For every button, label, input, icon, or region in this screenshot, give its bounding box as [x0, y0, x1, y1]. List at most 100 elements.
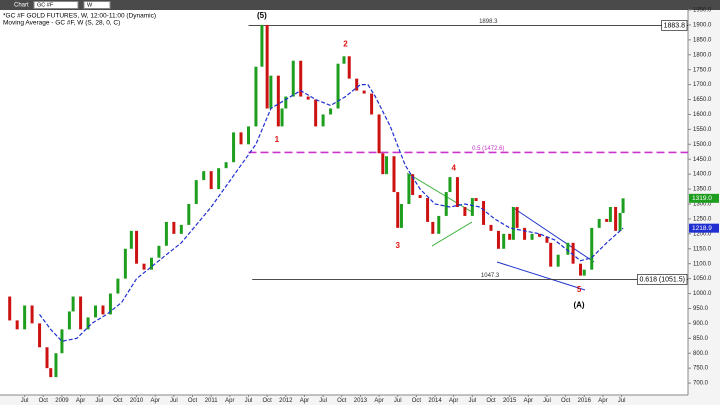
x-tick-label: Jul	[170, 398, 178, 404]
price-bar	[135, 230, 139, 264]
price-bar	[590, 227, 594, 270]
price-bar	[489, 224, 493, 231]
price-bar	[431, 221, 435, 234]
x-tick-label: Apr	[524, 398, 533, 404]
price-bar	[254, 66, 258, 127]
price-axis	[688, 10, 720, 405]
y-tick-label: 1800.0	[693, 52, 712, 58]
x-tick-label: Oct	[412, 398, 422, 404]
level-label: 0.5 (1472.6)	[472, 146, 504, 152]
price-bar	[579, 263, 583, 276]
price-bar	[347, 56, 351, 79]
x-tick-label: Jul	[394, 398, 402, 404]
x-tick-label: Apr	[151, 398, 160, 404]
price-bar	[129, 230, 133, 249]
price-bar	[377, 114, 381, 154]
x-tick-label: 2009	[55, 398, 69, 404]
price-bar	[362, 90, 366, 94]
x-tick-label: Oct	[337, 398, 347, 404]
price-bar	[545, 236, 549, 243]
price-bar	[291, 60, 295, 97]
price-bar	[45, 347, 49, 369]
price-bar	[217, 168, 221, 190]
y-tick-label: 1750.0	[693, 67, 712, 73]
wave-label: (5)	[257, 11, 267, 20]
y-tick-label: 1000.0	[693, 291, 712, 297]
price-bar	[618, 212, 622, 231]
x-tick-label: Apr	[76, 398, 85, 404]
y-tick-label: 1550.0	[693, 127, 712, 133]
wave-label: 4	[451, 163, 456, 172]
x-tick-label: Jul	[319, 398, 327, 404]
price-bar	[538, 233, 542, 237]
price-bar	[280, 108, 284, 127]
price-bar	[608, 206, 612, 222]
price-bar	[566, 242, 570, 255]
price-bar	[515, 206, 519, 228]
price-bar	[149, 257, 153, 270]
wave-label: 5	[577, 285, 582, 294]
price-bar	[556, 254, 560, 267]
price-bar	[276, 75, 280, 127]
x-tick-label: 2013	[354, 398, 368, 404]
y-tick-label: 850.0	[693, 336, 709, 342]
y-tick-label: 1900.0	[693, 23, 712, 29]
last-value-box	[689, 193, 719, 203]
price-bar	[284, 96, 288, 109]
price-bar	[30, 305, 34, 324]
price-bar	[482, 201, 486, 225]
price-bar	[530, 233, 534, 240]
price-bar	[265, 24, 269, 109]
price-bar	[187, 204, 191, 225]
price-bar	[116, 278, 120, 294]
x-tick-label: Oct	[561, 398, 571, 404]
price-bar	[246, 126, 250, 145]
x-tick-label: Apr	[449, 398, 458, 404]
y-tick-label: 750.0	[693, 366, 709, 372]
tab-label[interactable]: Chart	[14, 3, 29, 9]
price-bar	[437, 215, 441, 234]
x-tick-label: Jul	[618, 398, 626, 404]
label-box	[661, 20, 688, 31]
price-bar	[523, 227, 527, 240]
x-tick-label: Oct	[262, 398, 272, 404]
x-tick-label: Jul	[95, 398, 103, 404]
price-bar	[306, 96, 310, 100]
y-tick-label: 1300.0	[693, 202, 712, 208]
price-bar	[239, 132, 243, 145]
price-bar	[396, 192, 400, 228]
level-label: 1898.3	[479, 19, 498, 25]
symbol-field[interactable]	[33, 1, 79, 9]
symbol-text: GC #F	[37, 2, 54, 8]
price-bar	[202, 171, 206, 181]
price-bar	[142, 263, 146, 270]
x-tick-label: Oct	[486, 398, 496, 404]
x-tick-label: 2011	[205, 398, 219, 404]
wave-label: 1	[275, 135, 280, 144]
wave-label: 2	[343, 39, 348, 48]
price-bar	[399, 204, 403, 228]
price-bar	[381, 153, 385, 175]
price-bar	[79, 296, 83, 330]
level-label: 1047.3	[481, 273, 500, 279]
price-bar	[448, 177, 452, 193]
price-bar	[123, 248, 127, 279]
moving-average	[39, 84, 624, 342]
price-bar	[329, 108, 333, 115]
x-tick-label: Apr	[300, 398, 309, 404]
price-bar	[463, 206, 467, 216]
y-tick-label: 900.0	[693, 321, 709, 327]
price-bar	[392, 156, 396, 193]
price-bar	[314, 99, 318, 127]
price-bar	[336, 63, 340, 109]
price-bar	[571, 242, 575, 264]
interval-field[interactable]	[83, 1, 111, 9]
price-bar	[60, 329, 64, 354]
price-bar	[502, 233, 506, 249]
last-value-label: 1218.9	[692, 225, 712, 232]
x-tick-label: Jul	[543, 398, 551, 404]
y-tick-label: 800.0	[693, 351, 709, 357]
y-tick-label: 1400.0	[693, 172, 712, 178]
x-tick-label: Apr	[225, 398, 234, 404]
